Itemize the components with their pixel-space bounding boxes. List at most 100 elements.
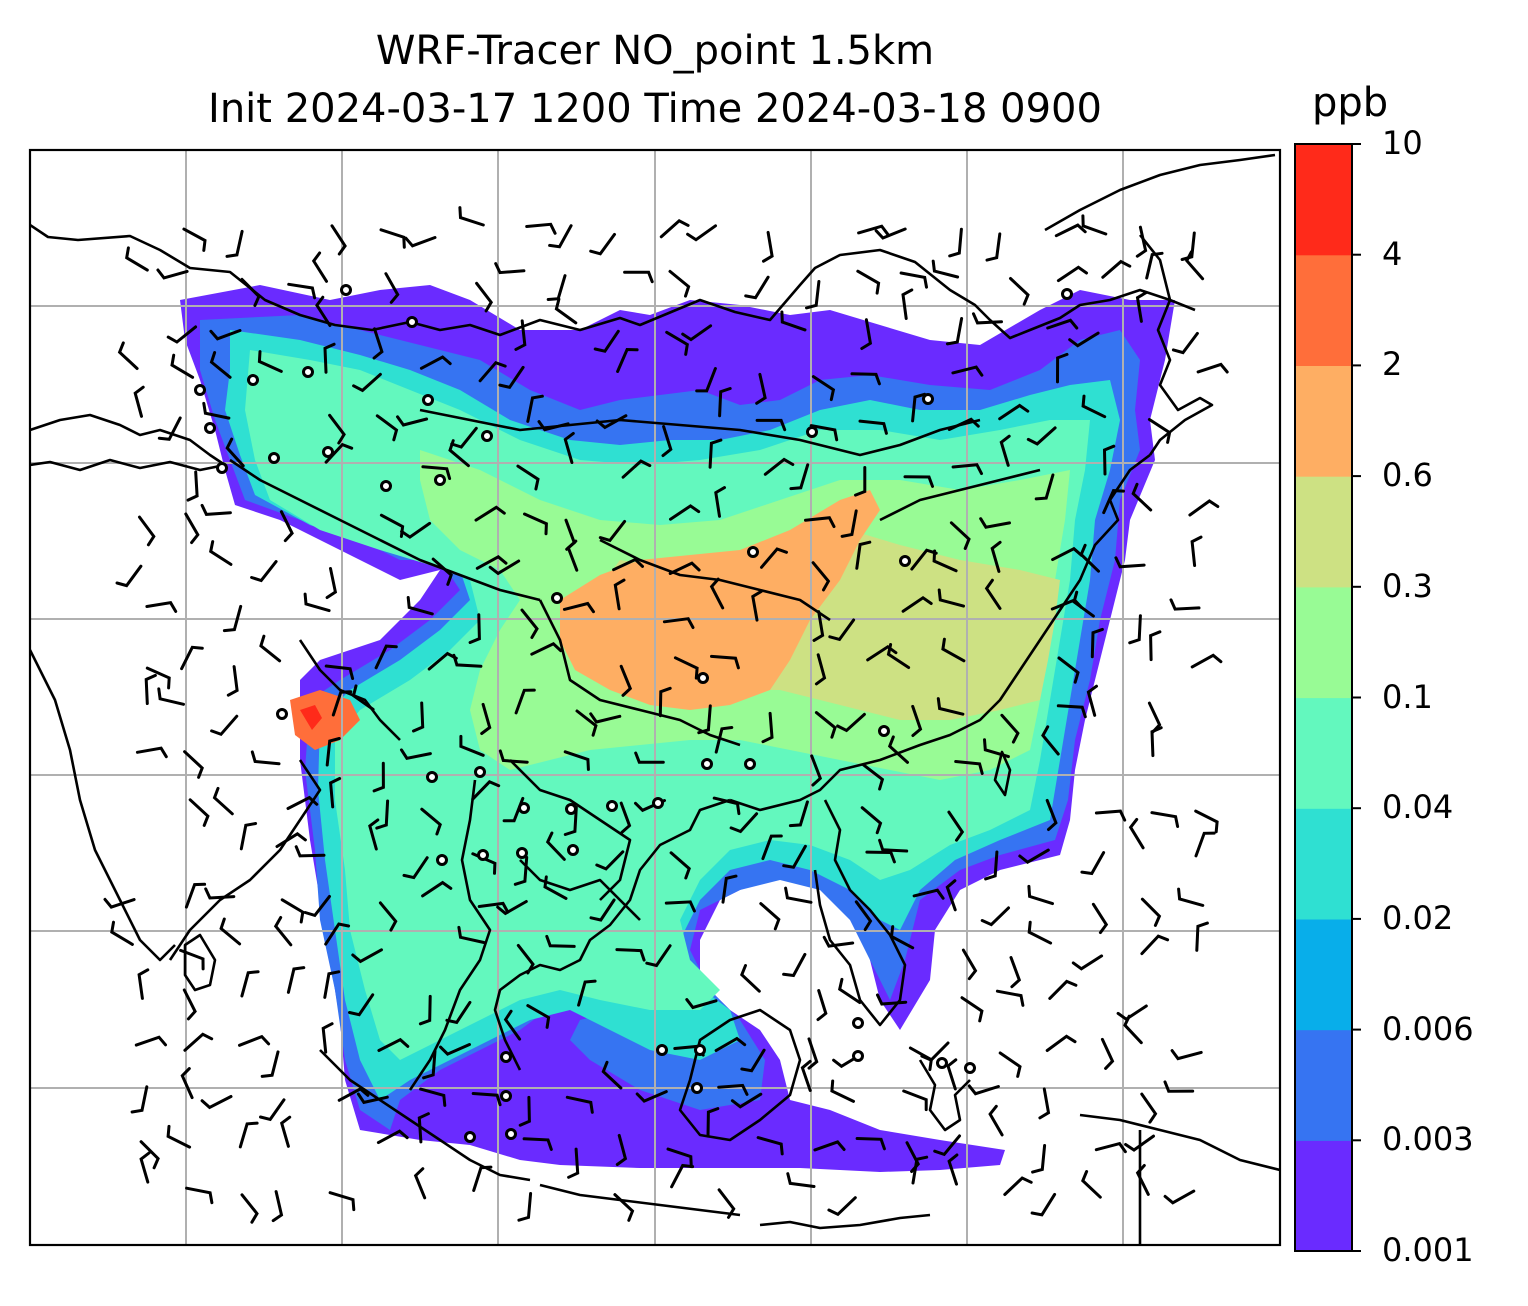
wind-barb-24 — [311, 251, 328, 283]
colorbar-segment-6 — [1295, 476, 1352, 588]
wind-barb-344 — [740, 1048, 766, 1073]
wind-barb-184 — [710, 654, 740, 670]
calm-wind-circle-15 — [697, 672, 709, 684]
wind-barb-321 — [445, 1000, 472, 1025]
calm-wind-circle-39 — [694, 1044, 706, 1056]
wind-barb-60 — [170, 353, 195, 379]
border-india-china — [229, 458, 541, 602]
wind-barb-42 — [209, 329, 242, 341]
wind-barb-221 — [498, 749, 529, 764]
wind-barb-150 — [1079, 543, 1100, 573]
wind-barb-370 — [902, 1089, 928, 1112]
coastline-borneo — [678, 1008, 802, 1142]
wind-barb-35 — [931, 259, 960, 279]
border-misc-2 — [519, 859, 641, 921]
wind-barb-141 — [612, 557, 644, 572]
wind-barb-410 — [947, 1153, 959, 1186]
wind-barb-295 — [179, 948, 205, 971]
calm-wind-circle-17 — [922, 393, 934, 405]
wind-barb-229 — [983, 738, 1010, 759]
wind-barb-296 — [219, 917, 242, 946]
wind-barb-121 — [523, 512, 548, 536]
wind-barb-220 — [459, 734, 485, 757]
wind-barb-211 — [1056, 704, 1087, 719]
wind-barb-373 — [1038, 1087, 1051, 1120]
wind-barb-152 — [1190, 535, 1203, 567]
wind-barb-234 — [286, 795, 319, 810]
calm-wind-circle-7 — [268, 452, 280, 464]
wind-barb-167 — [937, 588, 965, 608]
wind-barb-8 — [589, 232, 616, 256]
wind-barb-412 — [1030, 1192, 1057, 1217]
wind-barb-43 — [315, 295, 332, 327]
wind-barb-411 — [1003, 1176, 1033, 1196]
wind-barb-91 — [911, 392, 927, 423]
wind-barb-334 — [183, 1032, 214, 1052]
wind-barb-340 — [439, 1043, 471, 1056]
colorbar-segment-2 — [1295, 918, 1352, 1031]
wind-barb-294 — [110, 920, 134, 946]
wind-barb-131 — [1131, 482, 1153, 512]
wind-barb-249 — [1094, 809, 1127, 822]
wind-barb-194 — [157, 687, 185, 706]
wind-barb-104 — [621, 459, 652, 479]
wind-barb-171 — [1128, 614, 1142, 645]
wind-barb-146 — [910, 548, 938, 571]
calm-wind-circle-3 — [302, 366, 314, 378]
wind-barb-0 — [182, 227, 207, 252]
wind-barb-348 — [920, 1041, 950, 1062]
concentration-region-8 — [300, 705, 322, 730]
wind-barb-354 — [130, 1085, 149, 1114]
wind-barb-336 — [260, 1050, 280, 1078]
wind-barb-125 — [714, 486, 726, 518]
wind-barb-136 — [325, 567, 338, 599]
wind-barb-68 — [616, 347, 639, 373]
calm-wind-circle-10 — [434, 474, 446, 486]
wind-barb-183 — [673, 656, 699, 680]
wind-barb-386 — [706, 1107, 720, 1138]
wind-barb-27 — [494, 262, 526, 275]
wind-barb-174 — [180, 645, 204, 671]
wind-barb-138 — [475, 554, 508, 570]
calm-wind-circle-30 — [477, 849, 489, 861]
wind-barb-245 — [788, 800, 809, 828]
wind-barb-223 — [634, 751, 665, 764]
wind-barb-198 — [412, 701, 425, 733]
coastline-sulawesi — [918, 1059, 971, 1132]
wind-barb-151 — [1114, 556, 1146, 569]
wind-barb-278 — [477, 901, 510, 914]
wind-barb-2 — [330, 224, 347, 256]
wind-barb-415 — [1163, 1189, 1196, 1205]
wind-barb-190 — [1090, 627, 1104, 659]
wind-barb-254 — [294, 845, 326, 858]
wind-barb-117 — [279, 510, 294, 543]
wind-barb-41 — [166, 325, 198, 344]
calm-wind-circle-29 — [567, 844, 579, 856]
wind-barb-20 — [125, 246, 149, 272]
calm-wind-circle-31 — [436, 854, 448, 866]
wind-barb-89 — [809, 424, 839, 442]
wind-barb-126 — [804, 516, 836, 529]
wind-barb-396 — [139, 1151, 151, 1184]
calm-wind-circle-6 — [216, 462, 228, 474]
wind-barb-259 — [545, 831, 566, 861]
wind-barb-328 — [876, 993, 908, 1006]
wind-barb-39 — [1145, 251, 1164, 280]
wind-barb-365 — [635, 1090, 668, 1103]
wind-barb-279 — [496, 900, 528, 916]
wind-barb-263 — [782, 844, 807, 869]
wind-barb-338 — [377, 1037, 410, 1052]
calm-wind-circle-36 — [936, 1057, 948, 1069]
wind-barb-16 — [1054, 223, 1087, 238]
calm-wind-circle-20 — [1061, 288, 1073, 300]
calm-wind-circles — [194, 284, 1073, 1143]
wind-barb-112 — [1034, 473, 1055, 501]
wind-barb-262 — [761, 834, 783, 861]
calm-wind-circle-2 — [247, 374, 259, 386]
wind-barb-166 — [901, 595, 933, 613]
wind-barb-193 — [144, 673, 157, 705]
wind-barb-71 — [811, 375, 836, 402]
wind-barb-83 — [526, 394, 544, 423]
plot-title-line1: WRF-Tracer NO_point 1.5km — [375, 28, 935, 74]
wind-barb-389 — [855, 1137, 886, 1151]
